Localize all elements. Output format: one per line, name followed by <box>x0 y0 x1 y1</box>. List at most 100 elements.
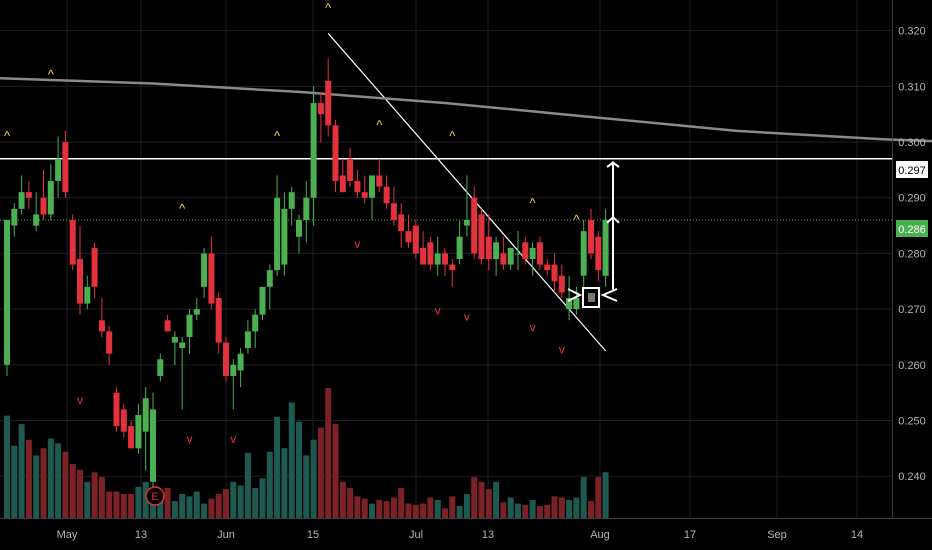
price-axis[interactable]: 0.320 0.310 0.300 0.290 0.280 0.270 0.260 0.250… <box>898 26 926 484</box>
last-price-label: 0.286 <box>896 220 928 237</box>
candle-body <box>62 142 69 193</box>
volume-bar <box>558 497 565 518</box>
volume-bar <box>4 415 10 518</box>
volume-bar <box>11 445 18 518</box>
candle-body <box>142 398 149 432</box>
candle-body <box>25 192 32 198</box>
signal-up-marker: ^ <box>449 128 456 143</box>
candles <box>4 58 609 488</box>
volume-bar <box>339 481 346 518</box>
volume-bar <box>91 472 98 518</box>
price-tick-label: 0.290 <box>898 193 926 205</box>
signal-down-marker: v <box>559 343 565 357</box>
moving-average-line <box>0 76 932 143</box>
candle-body <box>427 242 434 265</box>
volume-bar <box>405 503 412 518</box>
volume-bar <box>580 477 587 518</box>
candle-body <box>310 103 317 198</box>
signal-down-marker: v <box>354 237 360 251</box>
volume-bar <box>529 499 536 518</box>
signal-up-marker: ^ <box>325 0 332 15</box>
volume-bar <box>201 503 208 518</box>
candle-body <box>580 231 587 276</box>
volume-bar <box>493 481 500 518</box>
volume-bar <box>573 497 580 518</box>
volume-bar <box>128 493 135 518</box>
annotations <box>567 161 620 308</box>
candle-body <box>84 286 91 304</box>
signal-down-marker: v <box>530 320 536 334</box>
candle-body <box>588 220 594 254</box>
signal-down-marker: v <box>435 304 441 318</box>
volume-bar <box>113 491 120 518</box>
volume-bar <box>120 493 127 518</box>
candle-body <box>354 181 361 193</box>
volume-bar <box>252 487 259 518</box>
signal-up-marker: ^ <box>179 201 186 216</box>
candle-body <box>259 286 266 315</box>
volume-bar <box>595 477 602 518</box>
candle-body <box>18 192 25 209</box>
volume-bar <box>303 455 310 518</box>
candle-body <box>186 314 193 337</box>
volume-bar <box>412 504 419 518</box>
volume-bar <box>420 503 427 518</box>
time-tick-label: 17 <box>684 529 696 541</box>
last-price-text: 0.286 <box>898 224 926 236</box>
volume-bar <box>77 469 83 518</box>
resistance-price-label: 0.297 <box>896 161 928 178</box>
volume-bar <box>376 499 383 518</box>
candle-body <box>361 192 368 198</box>
candle-body <box>515 253 521 255</box>
volume-bar <box>390 497 397 518</box>
signal-up-marker: ^ <box>274 128 281 143</box>
price-tick-label: 0.280 <box>898 248 926 260</box>
volume-bar <box>347 487 354 518</box>
time-tick-label: Aug <box>590 529 610 541</box>
volume-bar <box>18 424 25 518</box>
candle-body <box>237 353 244 371</box>
volume-bar <box>588 501 594 518</box>
candle-body <box>230 364 237 376</box>
candle-body <box>485 236 492 259</box>
target-arrow-head-mid <box>606 215 620 224</box>
candle-body <box>566 297 573 310</box>
candle-body <box>252 314 259 332</box>
volume-bar <box>215 493 222 518</box>
candle-body <box>281 208 288 265</box>
volume-bar <box>522 504 529 518</box>
volume-bar <box>288 402 295 518</box>
volume-bar <box>157 496 164 518</box>
volume-bar <box>244 453 251 518</box>
time-tick-label: 14 <box>851 529 863 541</box>
volume-bar <box>135 486 142 518</box>
volume-bar <box>230 481 237 518</box>
candle-body <box>544 264 551 271</box>
signal-up-marker: ^ <box>48 67 55 82</box>
candle-body <box>201 253 208 287</box>
signal-down-marker: v <box>187 432 193 446</box>
time-tick-label: 13 <box>482 529 494 541</box>
volume-bar <box>471 477 478 518</box>
volume-bar <box>179 493 186 518</box>
candle-body <box>164 320 171 332</box>
candle-body <box>157 359 164 376</box>
volume-bar <box>296 421 302 518</box>
price-tick-label: 0.310 <box>898 81 926 93</box>
target-arrow-head-top <box>606 161 620 168</box>
highlight-box <box>582 287 600 308</box>
candle-body <box>113 392 120 427</box>
volume-bar <box>33 455 40 518</box>
pointer-right-arrow <box>600 288 618 302</box>
signal-down-marker: v <box>77 393 83 407</box>
earnings-marker[interactable]: E <box>145 486 165 506</box>
volume-bar <box>274 416 281 518</box>
volume-bar <box>361 498 368 518</box>
candle-body <box>128 426 135 449</box>
volume-bar <box>500 502 507 518</box>
pointer-left-arrow <box>567 288 583 302</box>
candle-body <box>33 214 40 226</box>
candle-body <box>244 331 251 349</box>
time-axis[interactable]: May 13 Jun 15 Jul 13 Aug 17 Sep 14 <box>57 529 864 541</box>
